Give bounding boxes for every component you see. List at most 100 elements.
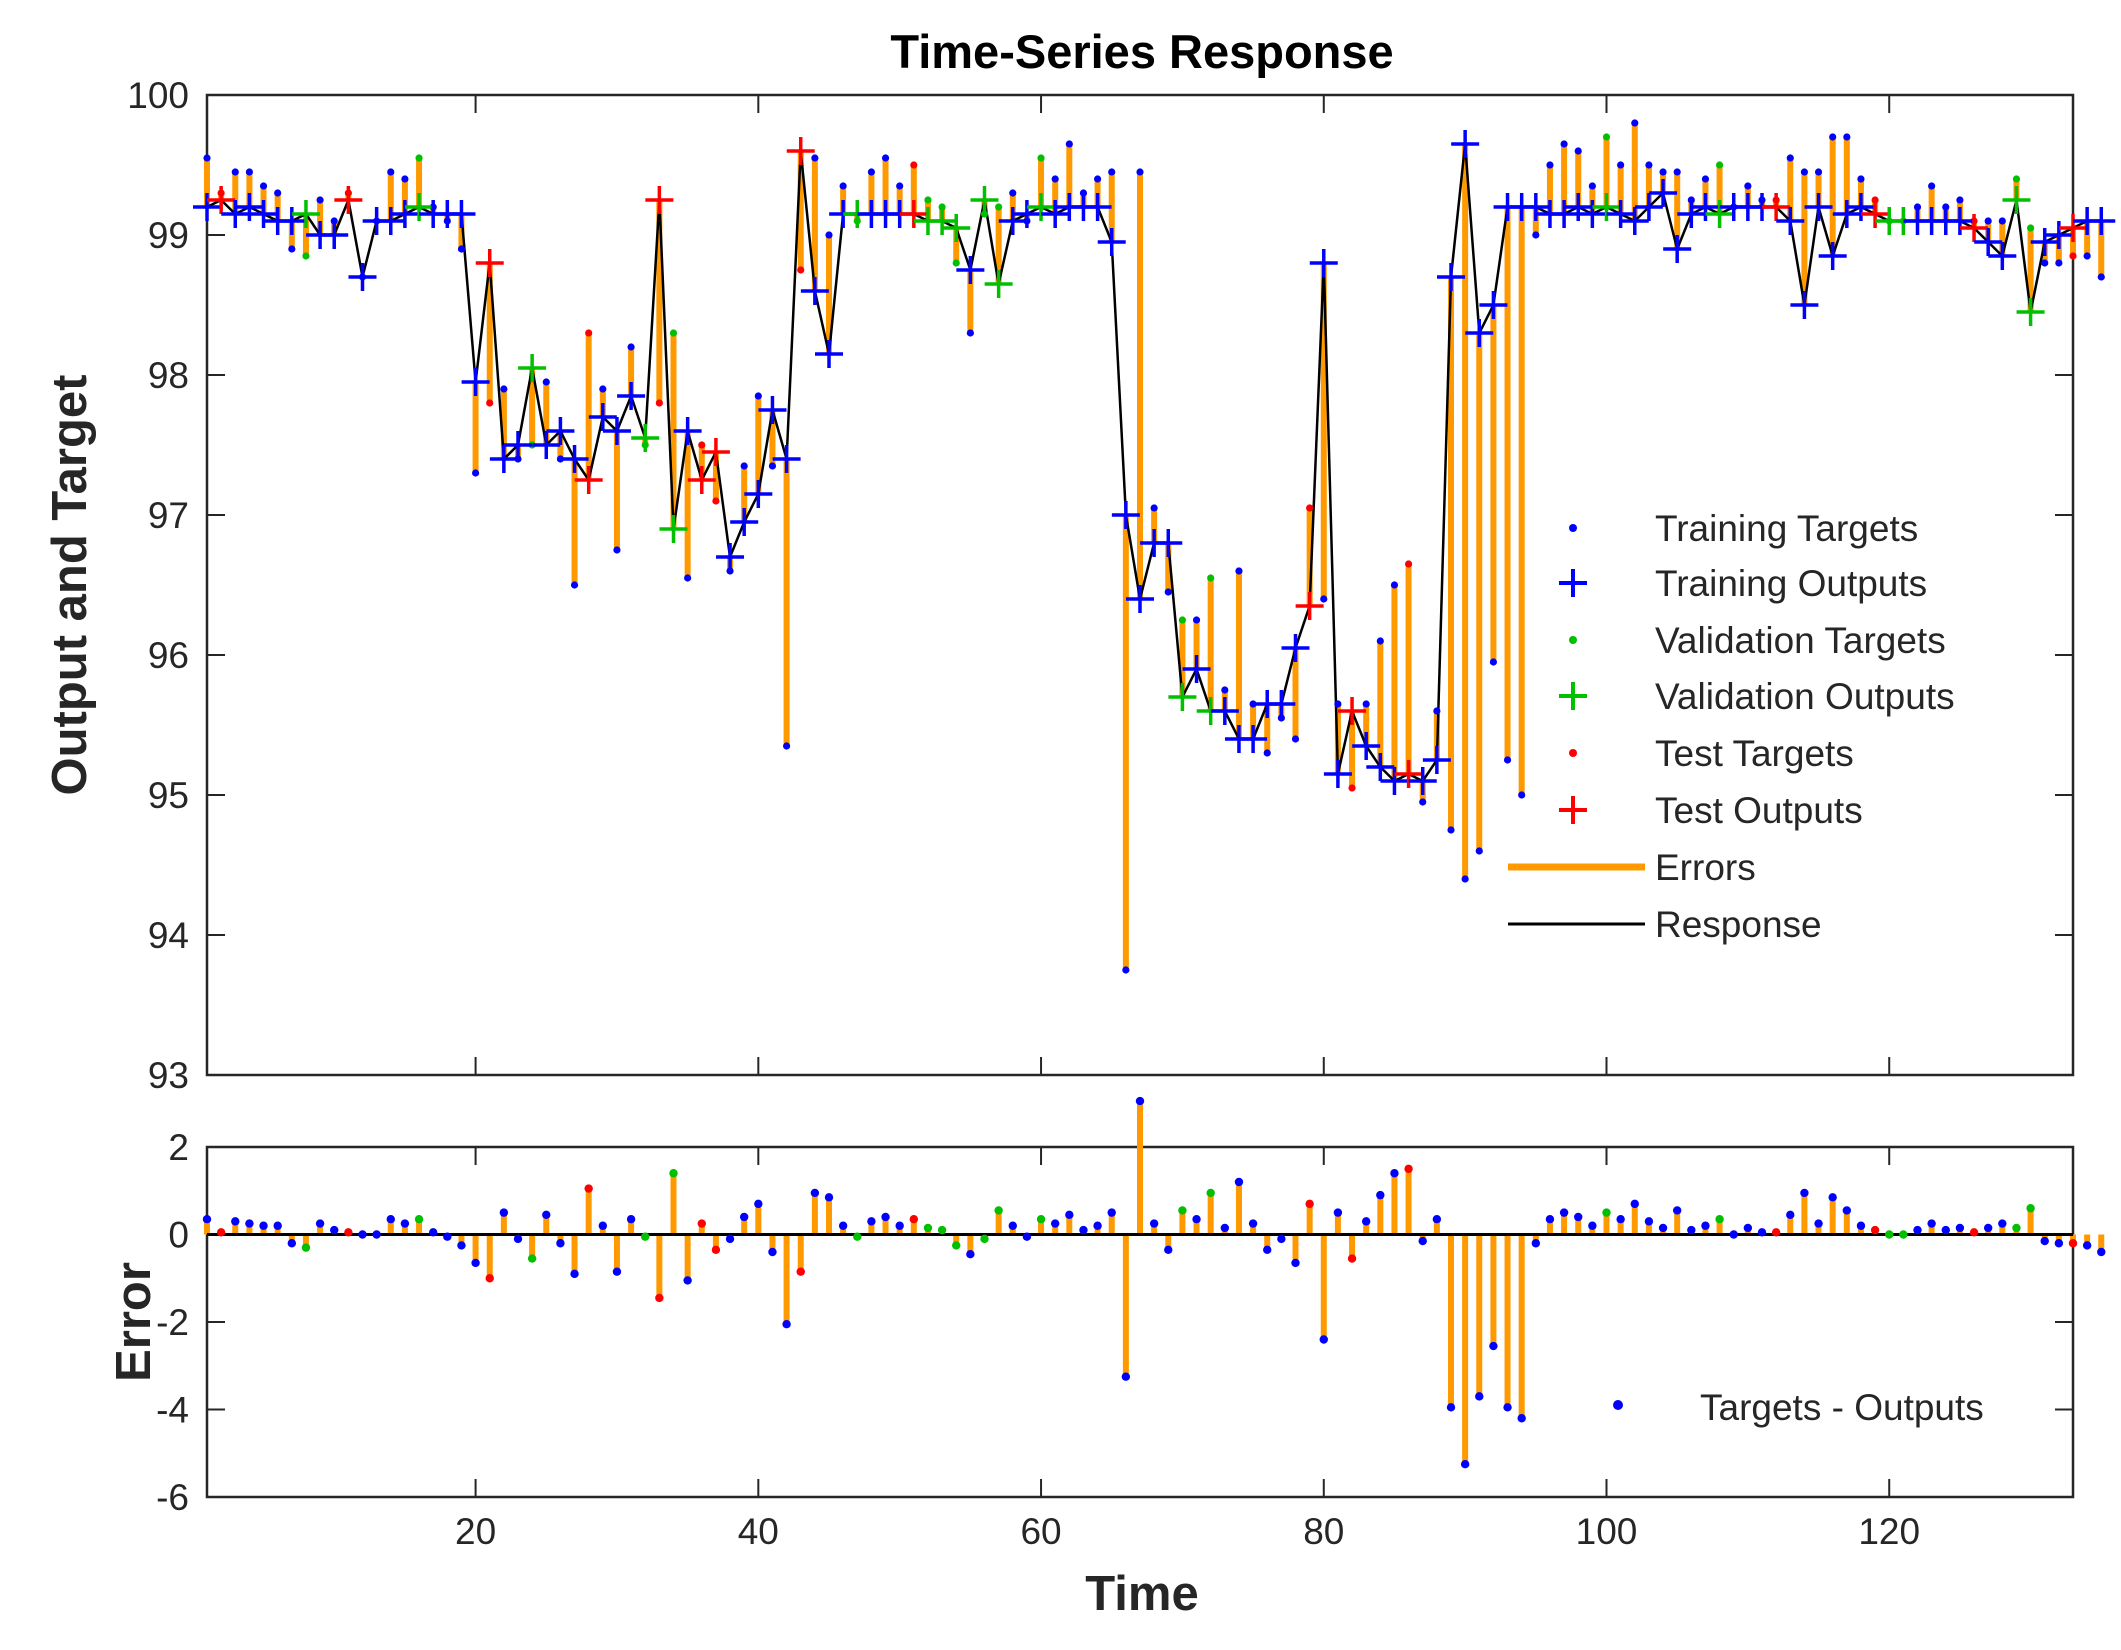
output-point (277, 207, 306, 235)
output-point (645, 186, 674, 214)
output-point (2059, 214, 2087, 242)
error-point (1856, 1221, 1866, 1230)
target-point (1320, 595, 1328, 603)
bottom-y-tick-label: -6 (156, 1477, 189, 1518)
target-point (698, 441, 706, 449)
error-point (1969, 1228, 1979, 1237)
error-point (1885, 1230, 1894, 1239)
output-point (193, 193, 221, 221)
target-point (1673, 168, 1681, 176)
error-point (2082, 1241, 2092, 1250)
error-point (909, 1214, 919, 1224)
output-point (631, 424, 660, 452)
error-point (1757, 1228, 1767, 1237)
output-point (956, 256, 985, 284)
error-point (994, 1206, 1003, 1215)
error-point (273, 1221, 282, 1230)
output-point (1564, 193, 1593, 221)
output-point (518, 354, 547, 382)
error-point (1800, 1188, 1809, 1198)
target-point (881, 154, 890, 162)
output-point (588, 403, 617, 431)
error-point (499, 1208, 509, 1217)
x-tick-label: 80 (1303, 1511, 1344, 1552)
error-point (824, 1193, 834, 1202)
output-point (376, 207, 405, 235)
error-point (1771, 1228, 1781, 1237)
target-point (1546, 161, 1554, 169)
target-point (1843, 133, 1851, 141)
output-point (390, 200, 419, 228)
output-point (815, 340, 843, 368)
top-y-tick-label: 98 (148, 355, 189, 396)
target-point (1419, 798, 1427, 806)
error-point (1178, 1206, 1187, 1215)
target-point (740, 462, 748, 470)
error-point (457, 1241, 466, 1250)
error-point (853, 1232, 862, 1241)
error-point (881, 1212, 890, 1222)
error-point (542, 1210, 551, 1220)
error-point (2054, 1239, 2064, 1248)
top-x-ticks (474, 95, 1891, 1075)
output-point (1804, 193, 1833, 221)
target-point (457, 245, 466, 253)
bottom-y-tick-label: 2 (168, 1127, 189, 1168)
error-point (1079, 1225, 1088, 1235)
target-point (1306, 504, 1314, 512)
target-point (1588, 182, 1596, 190)
legend-validation-outputs-marker (1559, 682, 1587, 710)
error-point (1842, 1206, 1852, 1215)
target-point (486, 399, 494, 407)
output-point (1267, 690, 1296, 718)
target-point (1404, 560, 1413, 568)
error-point (1616, 1214, 1625, 1224)
error-point (1022, 1232, 1032, 1241)
target-point (316, 196, 324, 204)
error-point (2012, 1223, 2021, 1233)
output-point (758, 396, 787, 424)
output-point (489, 445, 518, 473)
output-point (1578, 200, 1607, 228)
target-point (1645, 161, 1653, 169)
target-point (1376, 637, 1384, 645)
error-point (1319, 1335, 1328, 1344)
target-point (754, 392, 762, 400)
output-point (1210, 697, 1239, 725)
target-point (1249, 700, 1257, 708)
target-point (259, 182, 268, 190)
target-point (1178, 616, 1187, 624)
bottom-y-tick-label: -2 (156, 1302, 189, 1343)
target-point (910, 161, 918, 169)
error-point (1658, 1223, 1668, 1233)
output-point (1663, 235, 1692, 263)
error-point (1574, 1212, 1583, 1222)
error-point (782, 1319, 791, 1329)
output-point (1634, 193, 1663, 221)
output-point (716, 543, 745, 571)
error-point (1361, 1217, 1371, 1226)
legend-test-outputs-marker (1559, 796, 1587, 824)
x-tick-label: 40 (738, 1511, 779, 1552)
target-point (1715, 161, 1724, 169)
target-point (1447, 826, 1455, 834)
target-point (1263, 749, 1271, 757)
error-point (697, 1219, 706, 1228)
output-point (532, 431, 561, 459)
target-point (1291, 735, 1300, 743)
output-point (504, 431, 532, 459)
legend-validation-targets-label: Validation Targets (1655, 620, 1946, 661)
error-point (344, 1228, 353, 1237)
output-point (1550, 200, 1579, 228)
output-point (786, 137, 815, 165)
error-point (471, 1258, 480, 1268)
error-point (400, 1219, 410, 1228)
error-point (980, 1234, 989, 1244)
error-point (612, 1267, 622, 1276)
error-point (443, 1232, 452, 1241)
output-point (1380, 767, 1409, 795)
target-point (797, 266, 805, 274)
target-point (2069, 252, 2077, 260)
error-point (2068, 1239, 2078, 1248)
target-point (2097, 273, 2105, 281)
